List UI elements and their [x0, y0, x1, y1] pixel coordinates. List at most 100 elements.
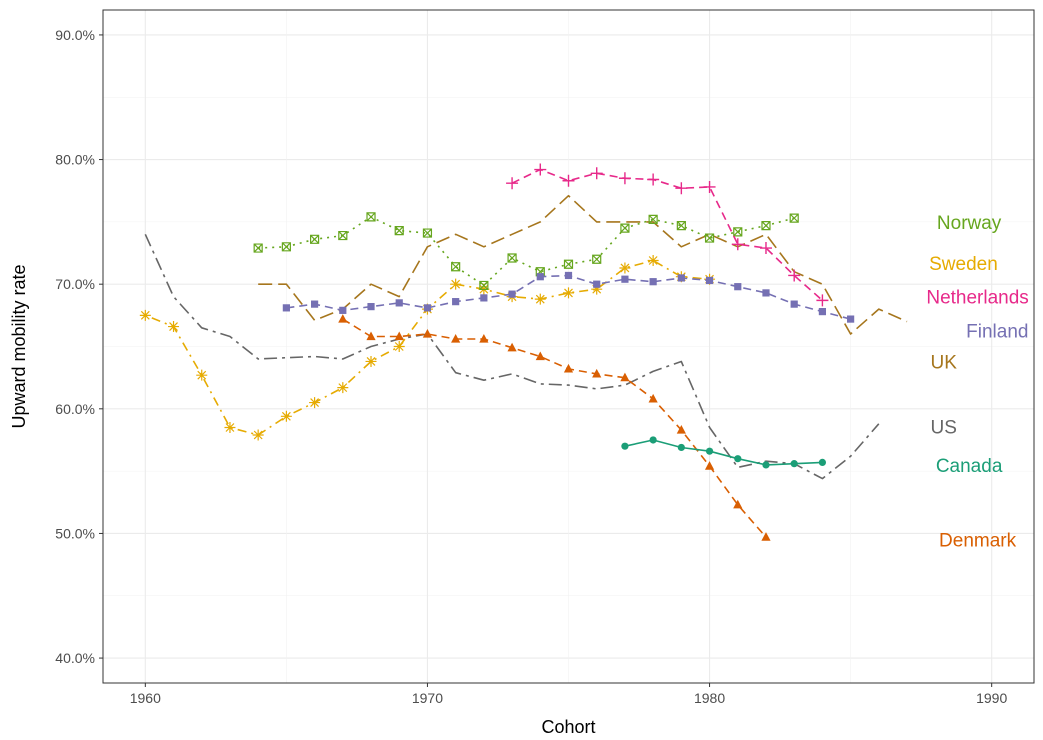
y-tick-label: 90.0%	[55, 27, 95, 43]
canada-point	[734, 455, 742, 463]
norway-point	[676, 221, 686, 231]
grid-lines	[103, 10, 1034, 683]
norway-point	[704, 233, 715, 243]
denmark-point	[676, 425, 686, 434]
denmark-point	[592, 368, 602, 378]
denmark-point	[366, 331, 376, 341]
norway-point	[338, 230, 348, 241]
sweden-point	[309, 397, 321, 409]
denmark-point	[451, 334, 461, 343]
sweden-point	[563, 287, 574, 299]
axes: 40.0% 50.0% 60.0% 70.0% 80.0% 90.0% 1960 1970 19…	[55, 27, 1007, 706]
denmark-point	[394, 331, 404, 341]
label-denmark: Denmark	[939, 531, 1017, 552]
y-tick-label: 80.0%	[55, 152, 95, 168]
denmark-point	[761, 532, 771, 541]
x-tick-label: 1980	[694, 690, 725, 706]
y-tick-label: 60.0%	[55, 401, 95, 417]
sweden-point	[224, 422, 236, 434]
label-uk: UK	[931, 352, 958, 373]
canada-point	[621, 442, 629, 450]
plot-panel-border	[102, 9, 1035, 684]
finland-point	[339, 306, 347, 314]
denmark-point	[422, 329, 433, 338]
norway-point	[394, 225, 404, 236]
canada-point	[677, 443, 685, 452]
netherlands-point	[506, 177, 519, 190]
canada-point	[818, 458, 827, 467]
series-layer	[139, 163, 908, 541]
y-axis-title: Upward mobility rate	[9, 264, 29, 428]
sweden-point	[252, 429, 264, 441]
x-tick-label: 1960	[130, 690, 161, 706]
denmark-point	[479, 334, 489, 343]
finland-point	[564, 271, 573, 280]
finland-point	[423, 304, 432, 312]
canada-point	[762, 461, 770, 469]
y-tick-label: 70.0%	[55, 276, 95, 292]
denmark-point	[338, 314, 348, 323]
sweden-point	[196, 369, 208, 381]
norway-point	[281, 242, 291, 252]
denmark-point	[535, 351, 545, 361]
finland-point	[508, 290, 516, 298]
denmark-point	[733, 499, 743, 509]
label-finland: Finland	[966, 321, 1028, 342]
finland-point	[395, 299, 403, 307]
series-line-denmark	[342, 318, 767, 538]
x-tick-label: 1990	[976, 690, 1007, 706]
series-denmark	[338, 314, 771, 541]
canada-point	[790, 460, 798, 468]
norway-point	[733, 227, 743, 237]
sweden-point	[534, 293, 546, 305]
label-netherlands: Netherlands	[926, 288, 1028, 309]
canada-point	[705, 447, 714, 455]
finland-point	[677, 274, 685, 282]
series-line-us	[144, 233, 880, 480]
norway-point	[648, 214, 658, 224]
series-us	[144, 233, 880, 480]
sweden-point	[619, 262, 631, 274]
norway-point	[620, 223, 630, 233]
label-norway: Norway	[937, 213, 1002, 234]
x-tick-label: 1970	[412, 690, 443, 706]
denmark-point	[648, 393, 658, 403]
netherlands-point	[788, 269, 801, 282]
series-canada	[621, 436, 827, 469]
netherlands-point	[816, 294, 829, 307]
denmark-point	[620, 372, 630, 382]
canada-point	[649, 436, 657, 444]
netherlands-point	[562, 174, 575, 187]
finland-point	[621, 275, 629, 283]
norway-point	[761, 221, 771, 231]
norway-point	[366, 212, 376, 222]
netherlands-point	[647, 173, 660, 186]
sweden-point	[168, 321, 180, 333]
finland-point	[762, 289, 770, 297]
sweden-point	[647, 255, 659, 267]
finland-point	[480, 294, 488, 302]
finland-point	[452, 298, 460, 306]
sweden-point	[139, 309, 151, 321]
finland-point	[310, 300, 319, 308]
finland-point	[734, 283, 742, 291]
direct-labels: Norway Sweden Netherlands Finland UK US Canada…	[926, 213, 1028, 552]
netherlands-point	[675, 182, 688, 195]
norway-point	[507, 253, 517, 263]
norway-point	[563, 259, 574, 269]
sweden-point	[393, 341, 405, 352]
x-axis-title: Cohort	[541, 717, 595, 737]
series-uk	[258, 194, 908, 335]
series-line-norway	[258, 216, 795, 287]
sweden-point	[591, 283, 603, 295]
sweden-point	[450, 278, 462, 290]
series-finland	[282, 271, 855, 323]
finland-point	[649, 278, 657, 286]
finland-point	[818, 308, 827, 316]
norway-point	[479, 280, 489, 291]
label-us: US	[931, 417, 957, 438]
label-sweden: Sweden	[929, 254, 998, 275]
y-tick-label: 50.0%	[55, 525, 95, 541]
